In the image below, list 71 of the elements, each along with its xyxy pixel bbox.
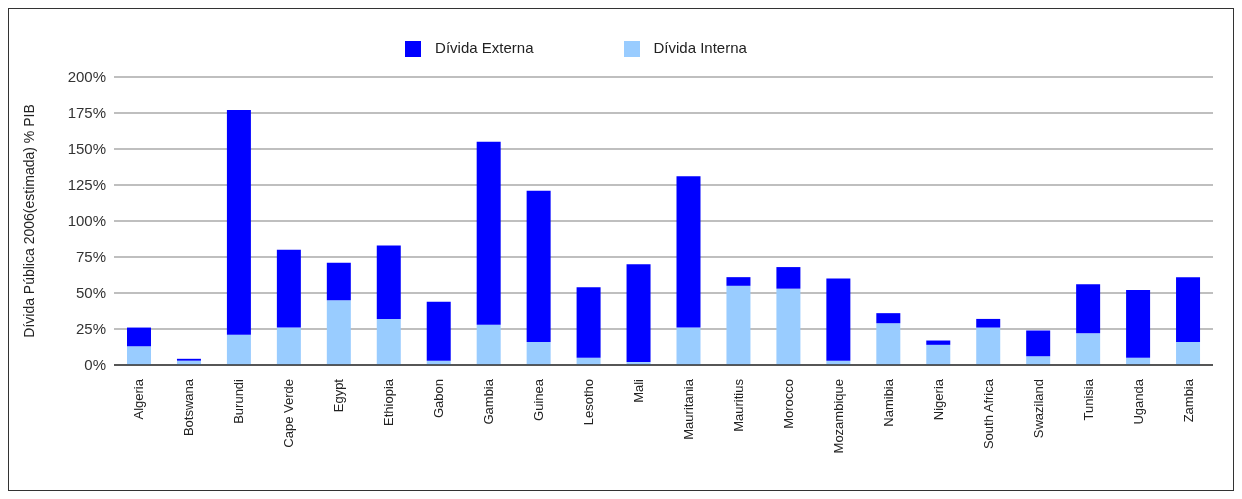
x-tick-label: Algeria [131, 378, 147, 420]
bar [876, 313, 901, 324]
x-tick-label: Mauritius [730, 378, 746, 432]
y-tick-label: 75% [75, 248, 106, 266]
bar [726, 285, 751, 365]
x-tick-label: Cape Verde [281, 379, 297, 448]
y-axis-title: Dívida Pública 2006(estimada) % PIB [20, 104, 37, 338]
x-tick-label: Zambia [1180, 378, 1196, 423]
bar [776, 288, 801, 365]
bar [426, 301, 451, 361]
bar [676, 176, 701, 328]
bar [1176, 277, 1201, 342]
y-tick-label: 150% [67, 140, 106, 158]
bar [1026, 356, 1051, 365]
bar [1126, 290, 1151, 358]
x-tick-label: Swaziland [1030, 379, 1046, 439]
x-tick-label: Morocco [780, 379, 796, 429]
x-tick-label: Tunisia [1080, 378, 1096, 421]
bar [226, 334, 251, 365]
bar [1026, 330, 1051, 357]
bar [276, 327, 301, 365]
y-tick-label: 25% [75, 320, 106, 338]
x-tick-label: South Africa [980, 378, 996, 450]
bar [976, 318, 1001, 328]
legend-label: Dívida Externa [435, 39, 534, 56]
y-tick-label: 200% [67, 68, 106, 86]
bar [476, 141, 501, 325]
y-tick-label: 100% [67, 212, 106, 230]
x-tick-label: Nigeria [930, 378, 946, 421]
x-tick-label: Egypt [331, 378, 347, 413]
x-tick-label: Lesotho [581, 379, 597, 426]
bar [276, 249, 301, 328]
x-tick-label: Gabon [431, 379, 447, 419]
bar [626, 264, 651, 363]
x-tick-label: Mali [631, 378, 647, 403]
bar [976, 327, 1001, 365]
x-tick-label: Mozambique [830, 379, 846, 454]
bar [376, 318, 401, 365]
x-tick-label: Ethiopia [381, 378, 397, 426]
bar [876, 323, 901, 365]
legend-label: Dívida Interna [653, 39, 747, 56]
y-tick-label: 0% [84, 356, 106, 374]
bar [476, 324, 501, 365]
bar [776, 267, 801, 289]
x-tick-label: Gambia [481, 378, 497, 425]
bar [826, 278, 851, 361]
x-tick-label: Burundi [231, 378, 247, 424]
bar [1176, 341, 1201, 365]
y-tick-label: 125% [67, 176, 106, 194]
x-tick-label: Mauritania [680, 378, 696, 440]
bar [326, 300, 351, 365]
bar [226, 110, 251, 335]
bar [1076, 284, 1101, 334]
bar [576, 287, 601, 358]
bar [926, 344, 951, 365]
bar [726, 277, 751, 286]
bar [526, 190, 551, 342]
x-tick-label: Botswana [181, 378, 197, 437]
bar [376, 245, 401, 319]
bar [526, 341, 551, 365]
x-tick-label: Namibia [880, 378, 896, 427]
x-tick-label: Uganda [1130, 378, 1146, 425]
bar [127, 327, 151, 347]
y-tick-label: 50% [75, 284, 106, 302]
y-tick-label: 175% [67, 104, 106, 122]
bar [127, 346, 151, 365]
bar [676, 327, 701, 365]
bar [926, 340, 951, 345]
bar [1076, 333, 1101, 365]
x-tick-label: Guinea [531, 378, 547, 421]
bar [326, 262, 351, 301]
